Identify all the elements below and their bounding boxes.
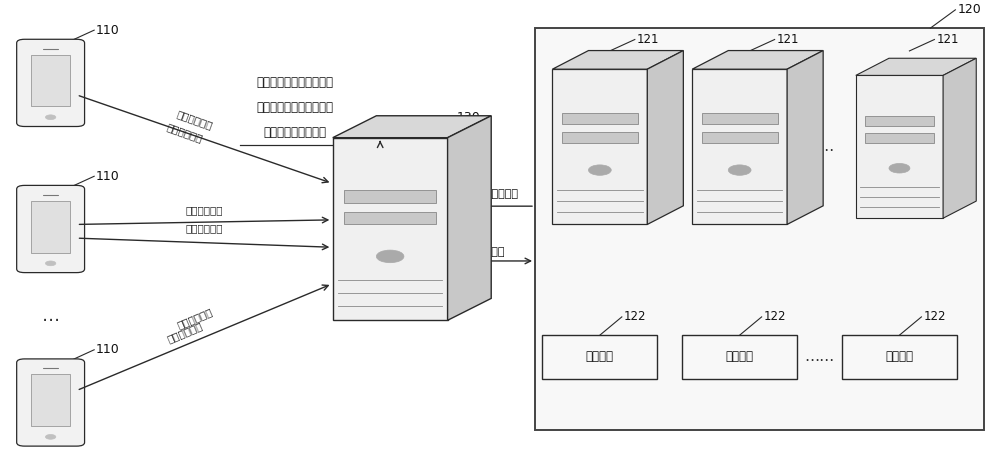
Text: 110: 110: [96, 24, 120, 37]
Polygon shape: [692, 69, 787, 224]
FancyBboxPatch shape: [17, 359, 85, 446]
Polygon shape: [787, 50, 823, 224]
FancyBboxPatch shape: [344, 212, 436, 224]
Text: 121: 121: [637, 33, 659, 46]
Text: …: …: [42, 307, 60, 325]
Circle shape: [45, 435, 56, 439]
Text: 数据，确定切片策略: 数据，确定切片策略: [264, 126, 327, 139]
Text: 通信设备: 通信设备: [586, 350, 614, 363]
Text: 网络资源状态数据: 网络资源状态数据: [465, 189, 518, 199]
FancyBboxPatch shape: [17, 185, 85, 273]
FancyBboxPatch shape: [562, 114, 638, 124]
Text: 122: 122: [923, 311, 946, 323]
Polygon shape: [333, 116, 491, 138]
Polygon shape: [943, 58, 976, 218]
Polygon shape: [552, 50, 683, 69]
Text: 网络质量数据: 网络质量数据: [165, 122, 204, 144]
Text: 网络需求数据: 网络需求数据: [186, 205, 223, 215]
FancyBboxPatch shape: [31, 55, 70, 106]
FancyBboxPatch shape: [31, 201, 70, 252]
FancyBboxPatch shape: [562, 132, 638, 143]
Polygon shape: [448, 116, 491, 320]
Circle shape: [45, 115, 56, 120]
FancyBboxPatch shape: [702, 132, 778, 143]
Circle shape: [376, 250, 404, 263]
FancyBboxPatch shape: [542, 335, 657, 379]
Text: 122: 122: [624, 311, 646, 323]
Text: 质量数据和网络资源状态: 质量数据和网络资源状态: [257, 101, 334, 114]
Text: ……: ……: [804, 139, 835, 154]
Text: 根据网络需求数据、网络: 根据网络需求数据、网络: [257, 76, 334, 89]
FancyBboxPatch shape: [535, 28, 984, 430]
Text: 121: 121: [777, 33, 799, 46]
Polygon shape: [552, 69, 647, 224]
Text: ……: ……: [804, 349, 835, 365]
Polygon shape: [647, 50, 683, 224]
FancyBboxPatch shape: [682, 335, 797, 379]
Polygon shape: [856, 58, 976, 76]
FancyBboxPatch shape: [702, 114, 778, 124]
Polygon shape: [333, 138, 448, 320]
Text: 网络需求数据: 网络需求数据: [175, 306, 214, 330]
Text: 通信设备: 通信设备: [726, 350, 754, 363]
Circle shape: [45, 261, 56, 266]
Polygon shape: [692, 50, 823, 69]
Circle shape: [588, 165, 611, 175]
Text: 网络质量数据: 网络质量数据: [165, 320, 204, 344]
Text: 110: 110: [96, 170, 120, 183]
Text: 网络需求数据: 网络需求数据: [175, 109, 214, 131]
Circle shape: [728, 165, 751, 175]
FancyBboxPatch shape: [344, 190, 436, 202]
Text: 切片策略: 切片策略: [478, 247, 505, 257]
Text: 130: 130: [457, 111, 481, 124]
FancyBboxPatch shape: [842, 335, 957, 379]
FancyBboxPatch shape: [865, 133, 934, 143]
Text: 121: 121: [936, 33, 959, 46]
Text: 120: 120: [957, 3, 981, 16]
FancyBboxPatch shape: [865, 116, 934, 126]
Text: 122: 122: [764, 311, 786, 323]
Text: 网络质量数据: 网络质量数据: [186, 224, 223, 234]
Polygon shape: [856, 76, 943, 218]
Text: 110: 110: [96, 344, 120, 356]
Circle shape: [889, 164, 910, 173]
FancyBboxPatch shape: [17, 39, 85, 126]
Text: 通信设备: 通信设备: [885, 350, 913, 363]
FancyBboxPatch shape: [31, 374, 70, 426]
